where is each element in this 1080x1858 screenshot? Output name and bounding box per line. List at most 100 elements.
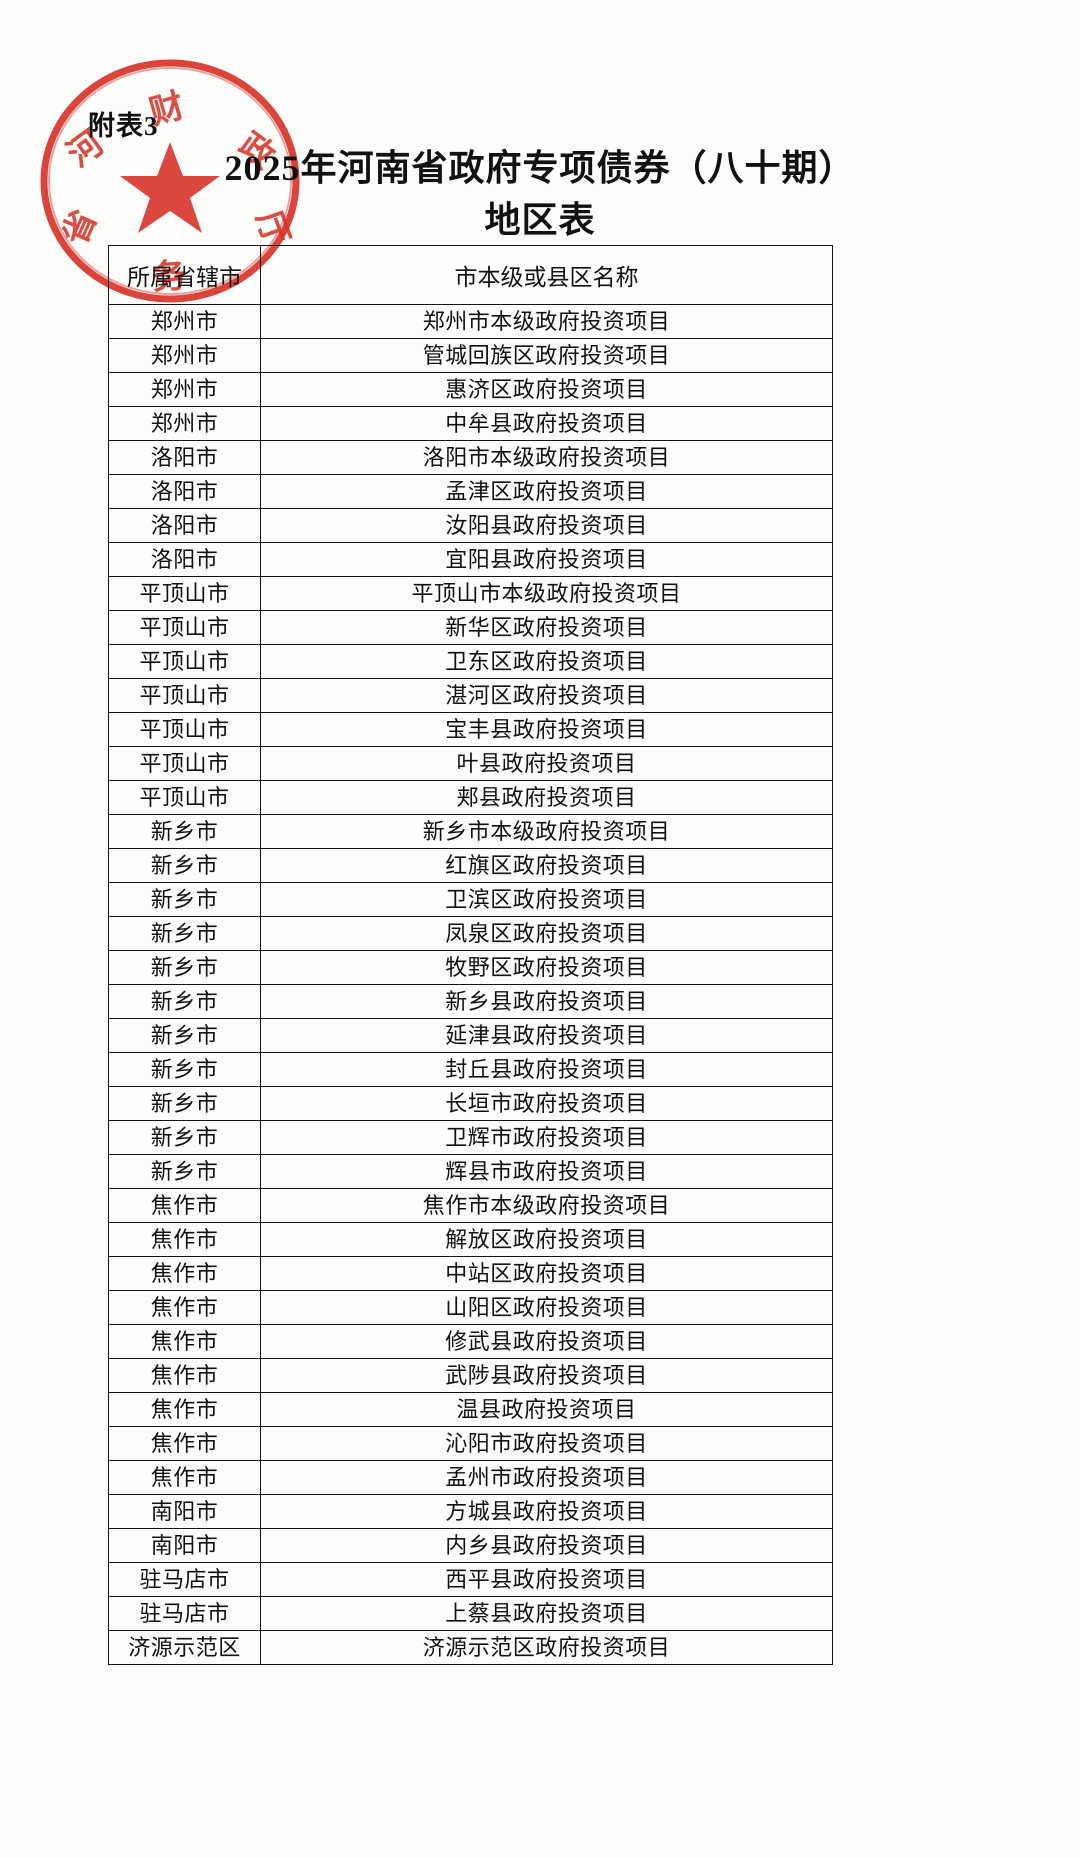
- table-row: 平顶山市 宝丰县政府投资项目: [108, 712, 833, 747]
- cell-city: 焦作市: [108, 1358, 261, 1393]
- cell-name: 惠济区政府投资项目: [260, 372, 833, 407]
- table-row: 平顶山市 新华区政府投资项目: [108, 610, 833, 645]
- cell-city: 济源示范区: [108, 1630, 261, 1665]
- cell-city: 郑州市: [108, 372, 261, 407]
- table-row: 焦作市 解放区政府投资项目: [108, 1222, 833, 1257]
- cell-name: 沁阳市政府投资项目: [260, 1426, 833, 1461]
- table-row: 新乡市 卫辉市政府投资项目: [108, 1120, 833, 1155]
- cell-city: 南阳市: [108, 1528, 261, 1563]
- table-row: 洛阳市 汝阳县政府投资项目: [108, 508, 833, 543]
- cell-name: 济源示范区政府投资项目: [260, 1630, 833, 1665]
- cell-name: 红旗区政府投资项目: [260, 848, 833, 883]
- table-row: 驻马店市 上蔡县政府投资项目: [108, 1596, 833, 1631]
- cell-city: 平顶山市: [108, 712, 261, 747]
- cell-name: 新乡市本级政府投资项目: [260, 814, 833, 849]
- table-row: 新乡市 新乡县政府投资项目: [108, 984, 833, 1019]
- cell-city: 新乡市: [108, 916, 261, 951]
- cell-name: 宜阳县政府投资项目: [260, 542, 833, 577]
- cell-name: 焦作市本级政府投资项目: [260, 1188, 833, 1223]
- cell-name: 方城县政府投资项目: [260, 1494, 833, 1529]
- cell-name: 孟州市政府投资项目: [260, 1460, 833, 1495]
- cell-city: 新乡市: [108, 984, 261, 1019]
- column-header-name: 市本级或县区名称: [260, 245, 833, 305]
- cell-city: 郑州市: [108, 338, 261, 373]
- cell-name: 长垣市政府投资项目: [260, 1086, 833, 1121]
- table-row: 洛阳市 宜阳县政府投资项目: [108, 542, 833, 577]
- table-row: 洛阳市 洛阳市本级政府投资项目: [108, 440, 833, 475]
- table-row: 新乡市 延津县政府投资项目: [108, 1018, 833, 1053]
- cell-city: 驻马店市: [108, 1562, 261, 1597]
- cell-city: 焦作市: [108, 1460, 261, 1495]
- table-row: 郑州市 中牟县政府投资项目: [108, 406, 833, 441]
- cell-city: 新乡市: [108, 1120, 261, 1155]
- cell-name: 修武县政府投资项目: [260, 1324, 833, 1359]
- cell-city: 洛阳市: [108, 508, 261, 543]
- table-row: 新乡市 长垣市政府投资项目: [108, 1086, 833, 1121]
- cell-city: 焦作市: [108, 1324, 261, 1359]
- table-row: 平顶山市 卫东区政府投资项目: [108, 644, 833, 679]
- table-header: 所属省辖市 市本级或县区名称: [108, 245, 833, 305]
- cell-name: 管城回族区政府投资项目: [260, 338, 833, 373]
- table-row: 新乡市 红旗区政府投资项目: [108, 848, 833, 883]
- table-header-row: 所属省辖市 市本级或县区名称: [108, 245, 833, 305]
- cell-name: 郏县政府投资项目: [260, 780, 833, 815]
- region-table: 所属省辖市 市本级或县区名称 郑州市 郑州市本级政府投资项目 郑州市 管城回族区政府投…: [108, 245, 833, 1665]
- table-row: 郑州市 管城回族区政府投资项目: [108, 338, 833, 373]
- cell-city: 新乡市: [108, 1052, 261, 1087]
- table-row: 新乡市 牧野区政府投资项目: [108, 950, 833, 985]
- cell-city: 焦作市: [108, 1290, 261, 1325]
- cell-name: 洛阳市本级政府投资项目: [260, 440, 833, 475]
- cell-city: 焦作市: [108, 1256, 261, 1291]
- cell-name: 温县政府投资项目: [260, 1392, 833, 1427]
- cell-name: 中站区政府投资项目: [260, 1256, 833, 1291]
- cell-city: 新乡市: [108, 950, 261, 985]
- cell-name: 孟津区政府投资项目: [260, 474, 833, 509]
- cell-city: 新乡市: [108, 1018, 261, 1053]
- table-row: 郑州市 郑州市本级政府投资项目: [108, 304, 833, 339]
- table-row: 焦作市 沁阳市政府投资项目: [108, 1426, 833, 1461]
- table-row: 新乡市 封丘县政府投资项目: [108, 1052, 833, 1087]
- cell-name: 卫滨区政府投资项目: [260, 882, 833, 917]
- table-row: 平顶山市 郏县政府投资项目: [108, 780, 833, 815]
- page-title: 2025年河南省政府专项债券（八十期） 地区表: [0, 143, 1080, 245]
- cell-city: 郑州市: [108, 406, 261, 441]
- table-row: 南阳市 方城县政府投资项目: [108, 1494, 833, 1529]
- table-row: 洛阳市 孟津区政府投资项目: [108, 474, 833, 509]
- cell-name: 内乡县政府投资项目: [260, 1528, 833, 1563]
- column-header-city: 所属省辖市: [108, 245, 261, 305]
- cell-city: 平顶山市: [108, 780, 261, 815]
- cell-name: 汝阳县政府投资项目: [260, 508, 833, 543]
- cell-city: 平顶山市: [108, 678, 261, 713]
- table-row: 焦作市 温县政府投资项目: [108, 1392, 833, 1427]
- cell-city: 新乡市: [108, 1154, 261, 1189]
- cell-name: 牧野区政府投资项目: [260, 950, 833, 985]
- cell-city: 平顶山市: [108, 610, 261, 645]
- cell-city: 新乡市: [108, 882, 261, 917]
- cell-city: 南阳市: [108, 1494, 261, 1529]
- cell-name: 湛河区政府投资项目: [260, 678, 833, 713]
- cell-city: 新乡市: [108, 1086, 261, 1121]
- cell-name: 新华区政府投资项目: [260, 610, 833, 645]
- table-row: 驻马店市 西平县政府投资项目: [108, 1562, 833, 1597]
- page-title-line-2: 地区表: [484, 200, 596, 240]
- cell-name: 郑州市本级政府投资项目: [260, 304, 833, 339]
- cell-city: 洛阳市: [108, 474, 261, 509]
- table-body: 郑州市 郑州市本级政府投资项目 郑州市 管城回族区政府投资项目 郑州市 惠济区政府投资项目…: [108, 304, 833, 1665]
- table-row: 新乡市 凤泉区政府投资项目: [108, 916, 833, 951]
- cell-city: 焦作市: [108, 1426, 261, 1461]
- cell-city: 焦作市: [108, 1188, 261, 1223]
- cell-name: 凤泉区政府投资项目: [260, 916, 833, 951]
- table-row: 焦作市 修武县政府投资项目: [108, 1324, 833, 1359]
- cell-city: 郑州市: [108, 304, 261, 339]
- cell-city: 平顶山市: [108, 576, 261, 611]
- cell-city: 焦作市: [108, 1392, 261, 1427]
- page-title-line-1: 2025年河南省政府专项债券（八十期）: [224, 148, 856, 188]
- table-row: 平顶山市 湛河区政府投资项目: [108, 678, 833, 713]
- table-row: 焦作市 中站区政府投资项目: [108, 1256, 833, 1291]
- cell-city: 平顶山市: [108, 644, 261, 679]
- cell-city: 洛阳市: [108, 542, 261, 577]
- cell-name: 卫东区政府投资项目: [260, 644, 833, 679]
- table-row: 焦作市 孟州市政府投资项目: [108, 1460, 833, 1495]
- table-row: 新乡市 卫滨区政府投资项目: [108, 882, 833, 917]
- cell-city: 新乡市: [108, 814, 261, 849]
